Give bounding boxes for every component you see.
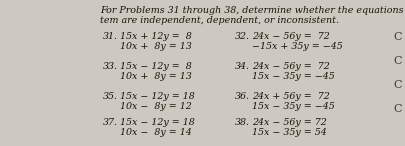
Text: 33.: 33. (103, 62, 118, 71)
Text: 15x + 12y =  8: 15x + 12y = 8 (120, 32, 192, 41)
Text: 24x − 56y = 72: 24x − 56y = 72 (252, 118, 327, 127)
Text: tem are independent, dependent, or inconsistent.: tem are independent, dependent, or incon… (100, 16, 339, 25)
Text: 15x − 35y = −45: 15x − 35y = −45 (252, 102, 335, 111)
Text: 35.: 35. (103, 92, 118, 101)
Text: 38.: 38. (235, 118, 250, 127)
Text: 36.: 36. (235, 92, 250, 101)
Text: 15x − 35y = −45: 15x − 35y = −45 (252, 72, 335, 81)
Text: C: C (393, 104, 401, 114)
Text: 24x − 56y =  72: 24x − 56y = 72 (252, 62, 330, 71)
Text: 15x − 12y =  8: 15x − 12y = 8 (120, 62, 192, 71)
Text: C: C (393, 56, 401, 66)
Text: 24x + 56y =  72: 24x + 56y = 72 (252, 92, 330, 101)
Text: 10x +  8y = 13: 10x + 8y = 13 (120, 42, 192, 51)
Text: 15x − 12y = 18: 15x − 12y = 18 (120, 118, 195, 127)
Text: 24x − 56y =  72: 24x − 56y = 72 (252, 32, 330, 41)
Text: 31.: 31. (103, 32, 118, 41)
Text: 32.: 32. (235, 32, 250, 41)
Text: −15x + 35y = −45: −15x + 35y = −45 (252, 42, 343, 51)
Text: 10x −  8y = 14: 10x − 8y = 14 (120, 128, 192, 137)
Text: 34.: 34. (235, 62, 250, 71)
Text: 10x +  8y = 13: 10x + 8y = 13 (120, 72, 192, 81)
Text: 10x −  8y = 12: 10x − 8y = 12 (120, 102, 192, 111)
Text: 37.: 37. (103, 118, 118, 127)
Text: 15x − 12y = 18: 15x − 12y = 18 (120, 92, 195, 101)
Text: 15x − 35y = 54: 15x − 35y = 54 (252, 128, 327, 137)
Text: C: C (393, 80, 401, 90)
Text: For Problems 31 through 38, determine whether the equations in the sys-: For Problems 31 through 38, determine wh… (100, 6, 405, 15)
Text: C: C (393, 32, 401, 42)
